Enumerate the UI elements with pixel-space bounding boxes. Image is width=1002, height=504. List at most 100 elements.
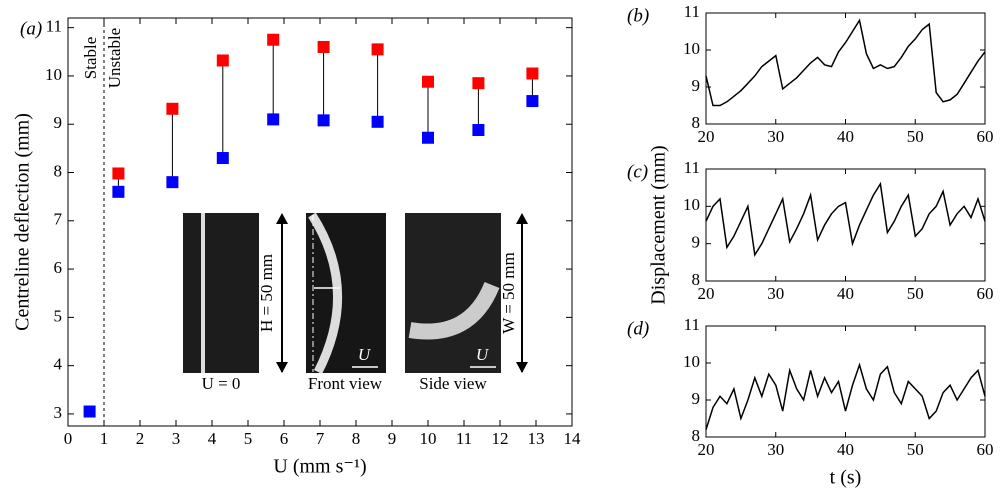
y-tick-label: 6 bbox=[54, 258, 63, 277]
x-tick-label: 20 bbox=[698, 127, 715, 146]
x-tick-label: 7 bbox=[316, 429, 325, 448]
y-tick-label: 8 bbox=[692, 270, 701, 289]
panel-label: (d) bbox=[627, 318, 649, 339]
point bbox=[112, 185, 125, 198]
inset-label: Front view bbox=[308, 374, 383, 393]
x-tick-label: 40 bbox=[837, 127, 854, 146]
x-tick-label: 12 bbox=[492, 429, 509, 448]
x-tick-label: 30 bbox=[767, 284, 784, 303]
point bbox=[166, 176, 179, 189]
x-tick-label: 50 bbox=[907, 284, 924, 303]
y-tick-label: 11 bbox=[684, 315, 700, 334]
point bbox=[526, 95, 539, 108]
y-tick-label: 4 bbox=[54, 355, 63, 374]
y-tick-label: 10 bbox=[683, 195, 700, 214]
x-tick-label: 60 bbox=[977, 284, 994, 303]
y-tick-label: 10 bbox=[683, 352, 700, 371]
x-tick-label: 4 bbox=[208, 429, 217, 448]
x-tick-label: 20 bbox=[698, 284, 715, 303]
y-axis-label: Displacement (mm) bbox=[648, 145, 670, 304]
x-axis-label: U (mm s⁻¹) bbox=[273, 456, 366, 478]
x-tick-label: 14 bbox=[564, 429, 582, 448]
y-tick-label: 9 bbox=[692, 389, 701, 408]
series-line bbox=[705, 181, 986, 258]
y-tick-label: 11 bbox=[684, 158, 700, 177]
point bbox=[267, 113, 280, 126]
y-tick-label: 7 bbox=[54, 210, 63, 229]
point bbox=[83, 405, 96, 418]
inset-label: U bbox=[476, 345, 490, 364]
y-tick-label: 10 bbox=[683, 39, 700, 58]
point bbox=[317, 40, 330, 53]
x-tick-label: 1 bbox=[100, 429, 109, 448]
axes-frame bbox=[705, 168, 986, 282]
x-tick-label: 0 bbox=[64, 429, 73, 448]
x-tick-label: 30 bbox=[767, 127, 784, 146]
photo-front bbox=[306, 213, 386, 373]
panel-label: (a) bbox=[20, 18, 42, 39]
point bbox=[371, 115, 384, 128]
inset-label: Side view bbox=[419, 374, 487, 393]
y-tick-label: 8 bbox=[692, 113, 701, 132]
x-tick-label: 30 bbox=[767, 440, 784, 459]
x-tick-label: 40 bbox=[837, 284, 854, 303]
axes-frame bbox=[705, 325, 986, 438]
point bbox=[422, 75, 434, 88]
point bbox=[216, 54, 229, 67]
x-tick-label: 10 bbox=[420, 429, 437, 448]
x-tick-label: 2 bbox=[136, 429, 145, 448]
inset-label: H = 50 mm bbox=[257, 254, 276, 332]
x-axis-label: t (s) bbox=[830, 467, 862, 489]
x-tick-label: 13 bbox=[528, 429, 545, 448]
series-line bbox=[705, 362, 986, 430]
series-line bbox=[705, 18, 986, 107]
x-tick-label: 60 bbox=[977, 440, 994, 459]
point bbox=[472, 77, 485, 90]
x-tick-label: 5 bbox=[244, 429, 253, 448]
panel-label: (c) bbox=[627, 161, 648, 182]
photo-rest bbox=[183, 213, 259, 373]
x-tick-label: 11 bbox=[456, 429, 472, 448]
x-tick-label: 50 bbox=[907, 440, 924, 459]
point bbox=[422, 131, 434, 144]
inset-label: U bbox=[358, 345, 372, 364]
x-tick-label: 8 bbox=[352, 429, 361, 448]
x-tick-label: 9 bbox=[388, 429, 397, 448]
x-tick-label: 3 bbox=[172, 429, 181, 448]
y-tick-label: 9 bbox=[692, 233, 701, 252]
y-tick-label: 8 bbox=[54, 161, 63, 180]
inset-photos bbox=[183, 212, 528, 375]
point bbox=[216, 152, 229, 165]
point bbox=[371, 43, 384, 56]
point bbox=[166, 102, 179, 115]
y-tick-label: 11 bbox=[684, 2, 700, 21]
photo-plate-bent bbox=[308, 212, 342, 375]
x-tick-label: 20 bbox=[698, 440, 715, 459]
point bbox=[267, 33, 280, 46]
axes-frame bbox=[705, 12, 986, 125]
point bbox=[472, 124, 485, 137]
y-tick-label: 9 bbox=[692, 76, 701, 95]
y-tick-label: 8 bbox=[692, 426, 701, 445]
point bbox=[317, 114, 330, 127]
inset-label: U = 0 bbox=[202, 374, 241, 393]
x-tick-label: 50 bbox=[907, 127, 924, 146]
y-tick-label: 3 bbox=[54, 403, 63, 422]
y-axis-label: Centreline deflection (mm) bbox=[12, 113, 34, 331]
region-label: Unstable bbox=[105, 28, 124, 88]
y-tick-label: 11 bbox=[46, 17, 62, 36]
y-tick-label: 9 bbox=[54, 113, 63, 132]
y-tick-label: 5 bbox=[54, 306, 63, 325]
point bbox=[112, 167, 125, 180]
y-tick-label: 10 bbox=[45, 65, 62, 84]
inset-label: W = 50 mm bbox=[499, 252, 518, 334]
point bbox=[526, 67, 539, 80]
photo-plate-side bbox=[408, 281, 500, 340]
x-tick-label: 60 bbox=[977, 127, 994, 146]
region-label: Stable bbox=[81, 37, 100, 80]
x-tick-label: 6 bbox=[280, 429, 289, 448]
x-tick-label: 40 bbox=[837, 440, 854, 459]
panel-label: (b) bbox=[627, 5, 649, 26]
